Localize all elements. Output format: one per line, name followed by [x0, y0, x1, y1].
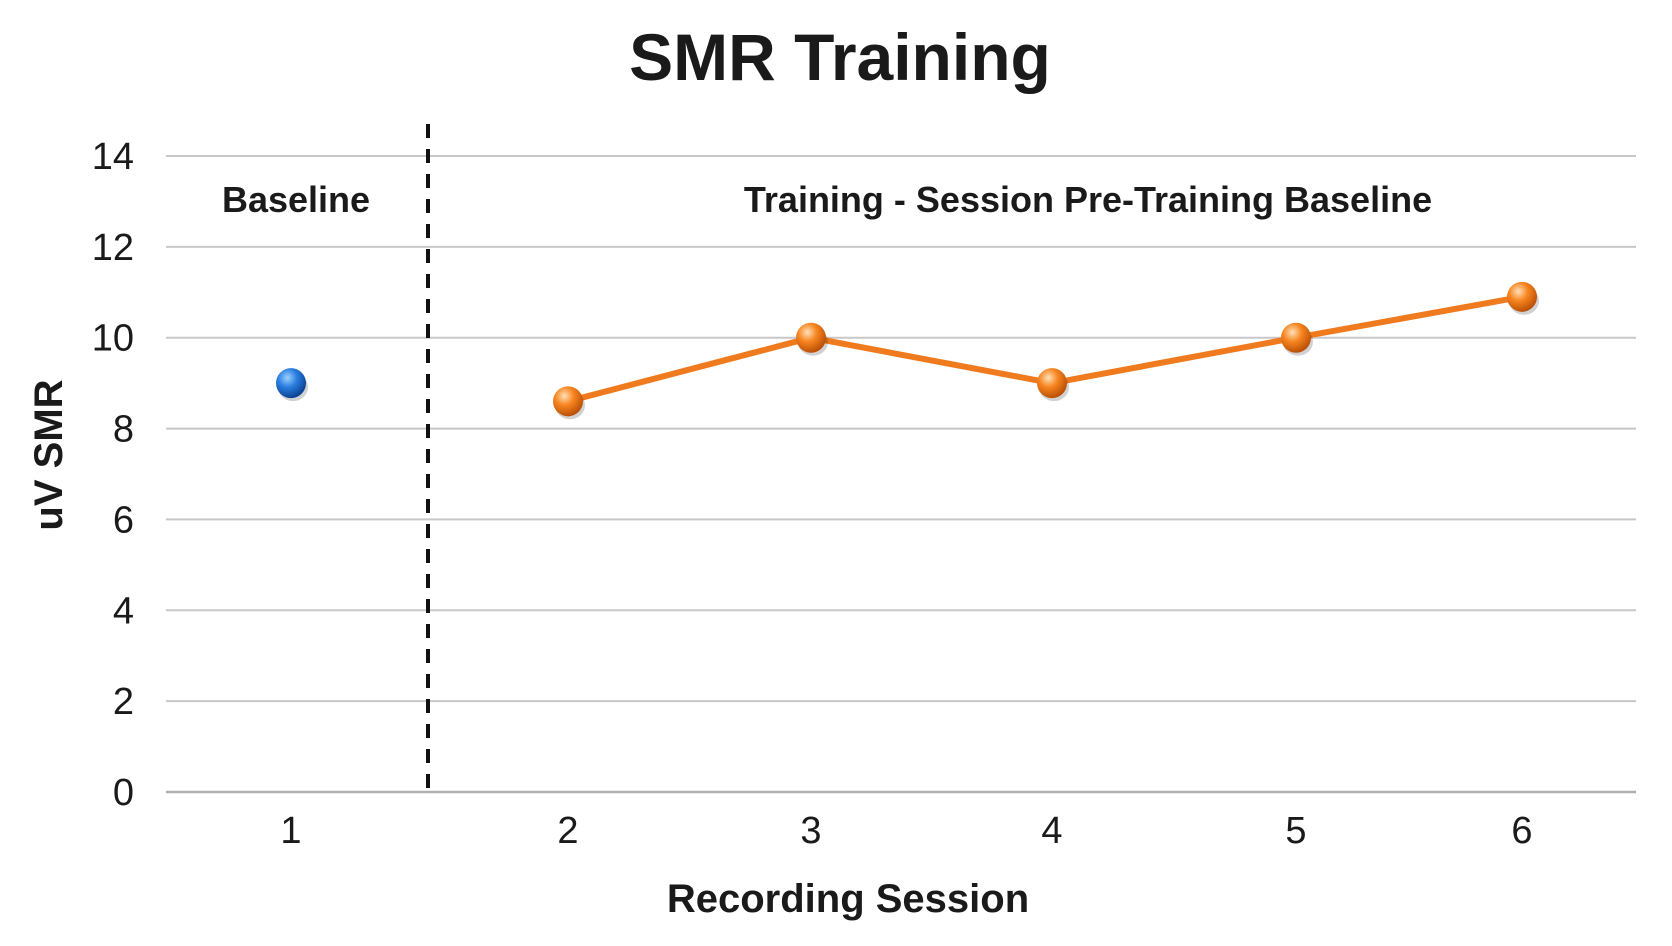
data-point-training-session-5	[1281, 322, 1311, 353]
x-tick-label-2: 2	[557, 810, 578, 852]
y-tick-label-12: 12	[92, 227, 134, 269]
x-tick-label-3: 3	[800, 810, 821, 852]
data-point-training-session-6	[1507, 281, 1537, 312]
y-tick-label-4: 4	[113, 590, 134, 632]
y-tick-label-8: 8	[113, 409, 134, 451]
y-tick-label-14: 14	[92, 136, 134, 178]
x-tick-label-4: 4	[1041, 810, 1062, 852]
chart-title: SMR Training	[629, 20, 1051, 94]
phase-label-baseline: Baseline	[222, 179, 370, 220]
y-tick-label-0: 0	[113, 772, 134, 814]
y-tick-label-6: 6	[113, 499, 134, 541]
data-point-training-session-2	[553, 386, 583, 417]
data-point-training-session-4	[1037, 368, 1067, 399]
y-tick-label-2: 2	[113, 681, 134, 723]
data-point-baseline-session-1	[276, 368, 306, 399]
gridlines	[166, 155, 1636, 794]
y-axis-ticks: 0 2 4 6 8 10 12 14	[92, 136, 134, 814]
x-tick-label-5: 5	[1285, 810, 1306, 852]
phase-label-training: Training - Session Pre-Training Baseline	[744, 179, 1432, 220]
x-axis-label: Recording Session	[667, 877, 1029, 921]
data-point-training-session-3	[796, 322, 826, 353]
x-tick-label-1: 1	[280, 810, 301, 852]
y-axis-label: uV SMR	[27, 379, 71, 530]
y-tick-label-10: 10	[92, 318, 134, 360]
data-series	[276, 281, 1539, 420]
x-axis-ticks: 1 2 3 4 5 6	[280, 810, 1532, 852]
x-tick-label-6: 6	[1511, 810, 1532, 852]
